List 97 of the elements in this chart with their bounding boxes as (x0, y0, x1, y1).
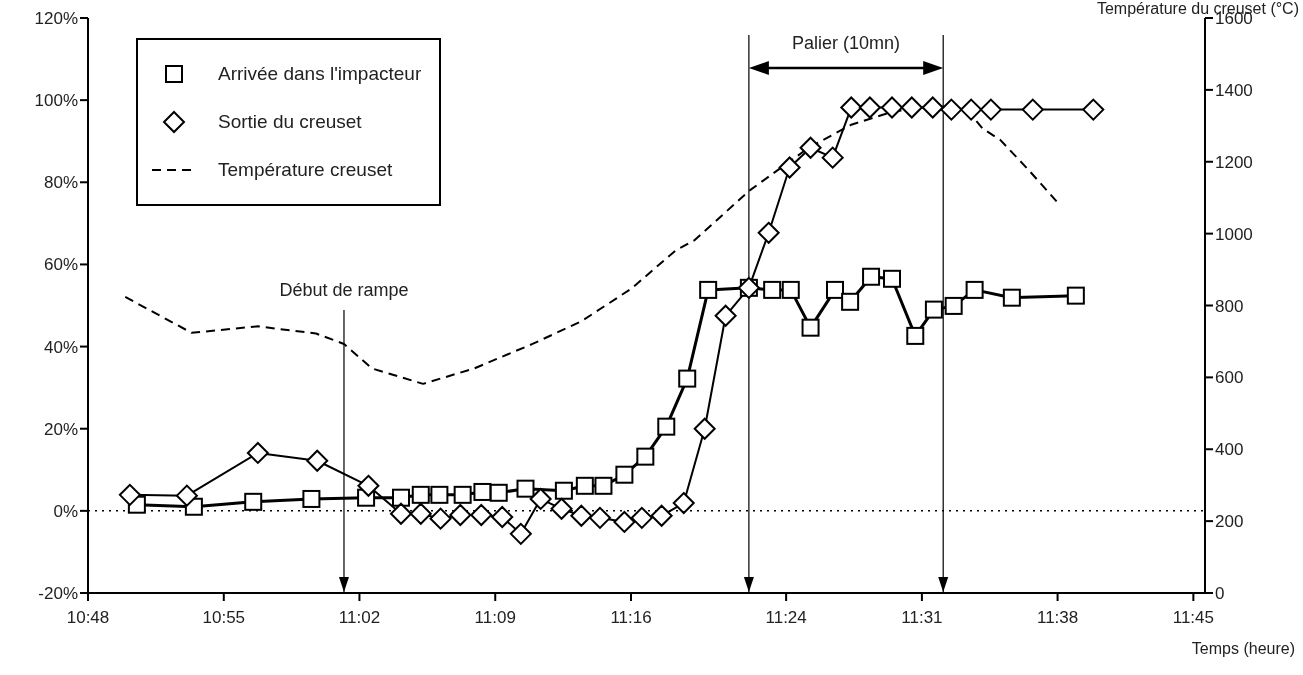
point (763, 280, 782, 299)
point (881, 96, 904, 119)
point (588, 506, 611, 529)
point (678, 369, 697, 388)
point (693, 417, 716, 440)
y-tick-label: 60% (43, 255, 78, 275)
x-tick-label: 10:55 (202, 608, 246, 628)
point (453, 485, 472, 504)
point (801, 318, 820, 337)
legend-label: Arrivée dans l'impacteur (218, 63, 422, 85)
y-tick-label: 20% (43, 419, 78, 439)
point (960, 98, 983, 121)
point (825, 280, 844, 299)
x-axis-title: Temps (heure) (1191, 640, 1295, 658)
x-tick-label: 11:45 (1172, 608, 1215, 628)
y2-tick-label: 200 (1215, 512, 1244, 532)
point (302, 489, 321, 508)
point (940, 98, 963, 121)
point (470, 503, 493, 526)
point (389, 502, 412, 525)
y-tick-label: -20% (38, 584, 78, 604)
y2-tick-label: 1200 (1215, 152, 1253, 172)
point (473, 482, 492, 501)
x-tick-label: 11:38 (1036, 608, 1079, 628)
y-tick-label: 120% (34, 9, 78, 29)
point (244, 492, 263, 511)
point (840, 96, 863, 119)
x-tick-label: 11:24 (765, 608, 807, 628)
point (118, 483, 141, 506)
point (509, 522, 532, 545)
point (411, 485, 430, 504)
y2-tick-label: 1400 (1215, 80, 1253, 100)
point (1082, 98, 1105, 121)
x-tick-label: 11:09 (474, 608, 516, 628)
x-tick-label: 10:48 (66, 608, 110, 628)
point (554, 481, 573, 500)
point (921, 96, 944, 119)
point (636, 447, 655, 466)
point (944, 296, 963, 315)
point (965, 280, 984, 299)
point (1021, 98, 1044, 121)
point (306, 449, 329, 472)
y2-tick-label: 400 (1215, 440, 1244, 460)
point (672, 492, 695, 515)
point (550, 497, 573, 520)
y2-tick-label: 1000 (1215, 224, 1253, 244)
y2-tick-label: 0 (1215, 584, 1225, 604)
point (529, 487, 552, 510)
point (1066, 286, 1085, 305)
point (657, 417, 676, 436)
point (630, 506, 653, 529)
point (489, 483, 508, 502)
y2-tick-label: 600 (1215, 368, 1244, 388)
point (357, 474, 380, 497)
x-tick-label: 11:02 (338, 608, 381, 628)
point (391, 488, 410, 507)
y-tick-label: 80% (43, 173, 78, 193)
x-tick-label: 11:16 (610, 608, 652, 628)
point (613, 510, 636, 533)
point (900, 96, 923, 119)
ref-line-label: Début de rampe (278, 280, 410, 301)
point (841, 292, 860, 311)
point (1002, 288, 1021, 307)
annotation: Palier (10mn) (791, 33, 902, 54)
point (862, 267, 881, 286)
point (430, 485, 449, 504)
y2-tick-label: 800 (1215, 296, 1244, 316)
point (246, 441, 269, 464)
point (615, 465, 634, 484)
y-tick-label: 40% (43, 337, 78, 357)
point (449, 503, 472, 526)
legend-label: Sortie du creuset (218, 111, 362, 133)
point (821, 146, 844, 169)
point (409, 502, 432, 525)
point (781, 280, 800, 299)
point (570, 504, 593, 527)
point (924, 300, 943, 319)
point (799, 136, 822, 159)
y-tick-label: 0% (53, 501, 78, 521)
point (429, 507, 452, 530)
x-tick-label: 11:31 (901, 608, 943, 628)
point (778, 156, 801, 179)
point (979, 98, 1002, 121)
point (594, 476, 613, 495)
legend-label: Température creuset (218, 159, 393, 181)
point (650, 504, 673, 527)
point (757, 221, 780, 244)
point (906, 326, 925, 345)
point (575, 476, 594, 495)
point (883, 269, 902, 288)
point (491, 506, 514, 529)
point (714, 304, 737, 327)
y-tick-label: 100% (34, 91, 78, 111)
point (858, 96, 881, 119)
point (516, 479, 535, 498)
point (175, 484, 198, 507)
point (699, 280, 718, 299)
